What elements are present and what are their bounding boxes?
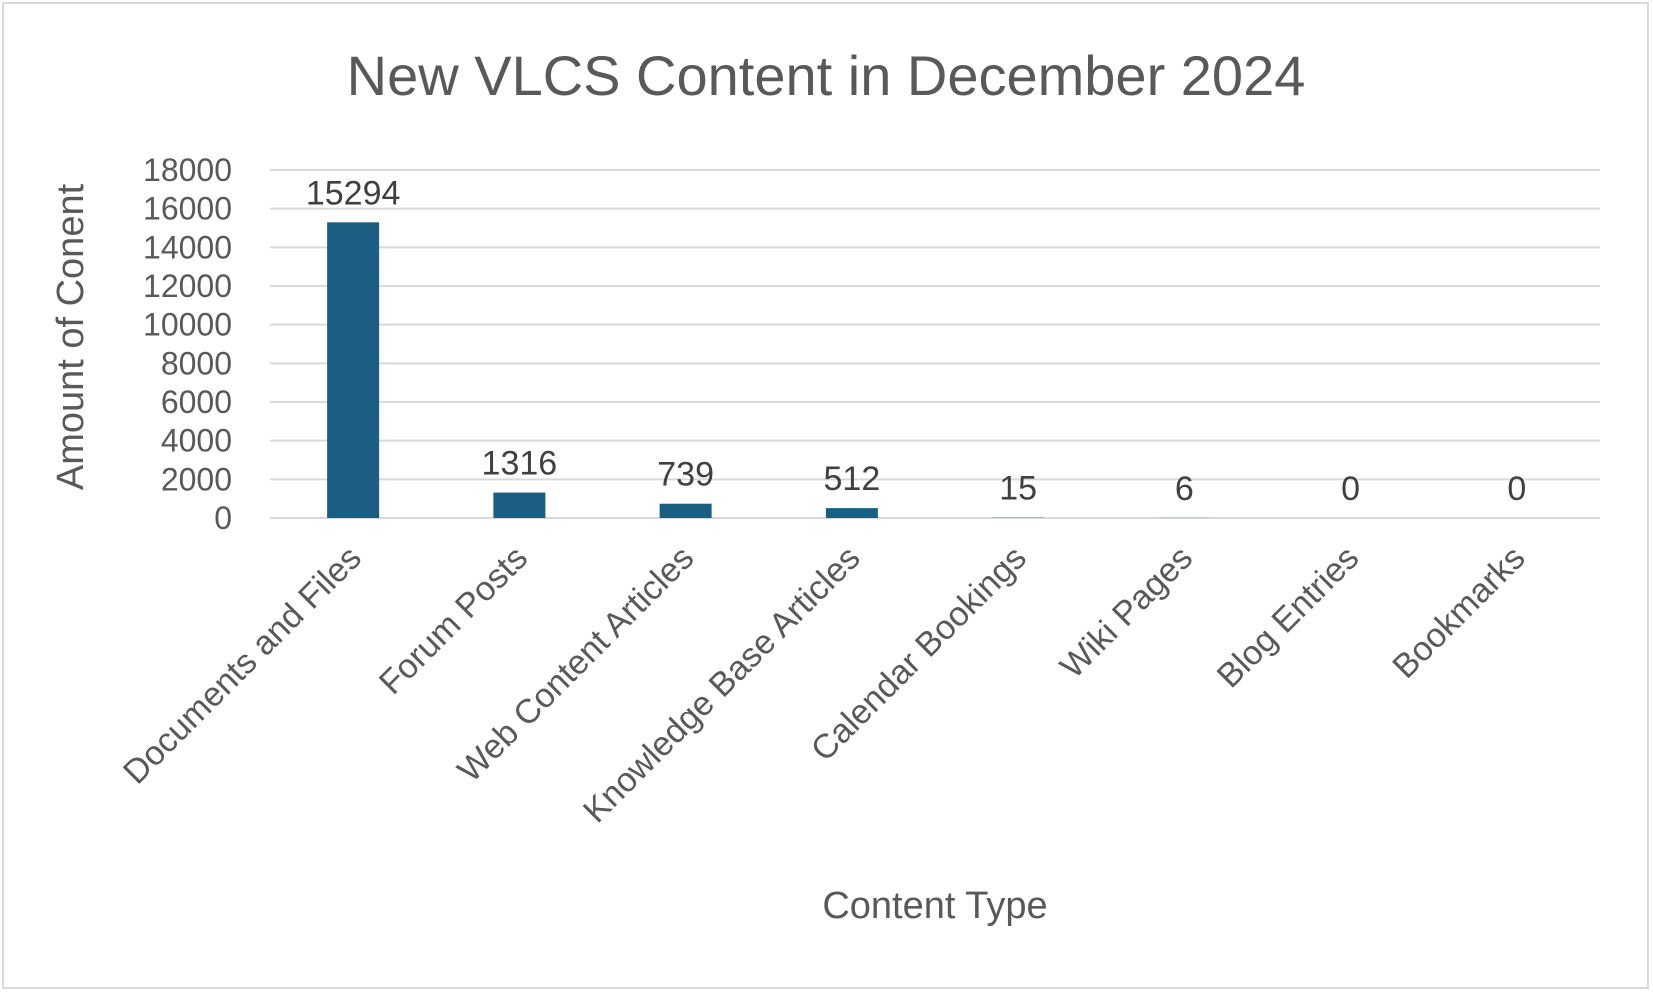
y-tick-label: 6000 xyxy=(161,384,232,420)
x-tick-label: Bookmarks xyxy=(1385,539,1532,686)
x-tick-label: Blog Entries xyxy=(1210,539,1367,696)
bar xyxy=(659,503,712,518)
y-tick-label: 18000 xyxy=(143,152,232,188)
y-tick-label: 8000 xyxy=(161,345,232,381)
data-label: 739 xyxy=(657,456,714,494)
y-tick-label: 16000 xyxy=(143,191,232,227)
chart-title: New VLCS Content in December 2024 xyxy=(347,44,1306,107)
y-tick-label: 4000 xyxy=(161,423,232,459)
x-tick-label: Documents and Files xyxy=(116,539,369,792)
data-label: 512 xyxy=(824,460,881,498)
data-label: 6 xyxy=(1175,470,1194,508)
x-tick-label: Forum Posts xyxy=(372,539,535,702)
data-label: 0 xyxy=(1507,470,1526,508)
data-label: 15294 xyxy=(306,174,401,212)
data-label: 15 xyxy=(999,470,1037,508)
x-axis-title: Content Type xyxy=(822,885,1047,927)
y-tick-label: 14000 xyxy=(143,229,232,265)
data-labels: 15294 1316 739 512 15 6 0 0 xyxy=(306,174,1526,508)
y-axis-ticks: 0200040006000800010000120001400016000180… xyxy=(143,152,232,536)
data-label: 0 xyxy=(1341,470,1360,508)
y-tick-label: 12000 xyxy=(143,268,232,304)
y-tick-label: 2000 xyxy=(161,461,232,497)
bar xyxy=(825,508,878,518)
gridlines xyxy=(270,169,1600,519)
x-tick-label: Knowledge Base Articles xyxy=(576,539,867,830)
x-tick-label: Wiki Pages xyxy=(1053,539,1200,686)
y-axis-title: Amount of Conent xyxy=(50,183,92,490)
data-label: 1316 xyxy=(482,445,558,483)
bars xyxy=(327,222,1211,519)
y-tick-label: 0 xyxy=(214,500,232,536)
bar xyxy=(493,492,546,518)
y-tick-label: 10000 xyxy=(143,307,232,343)
bar xyxy=(327,222,380,519)
